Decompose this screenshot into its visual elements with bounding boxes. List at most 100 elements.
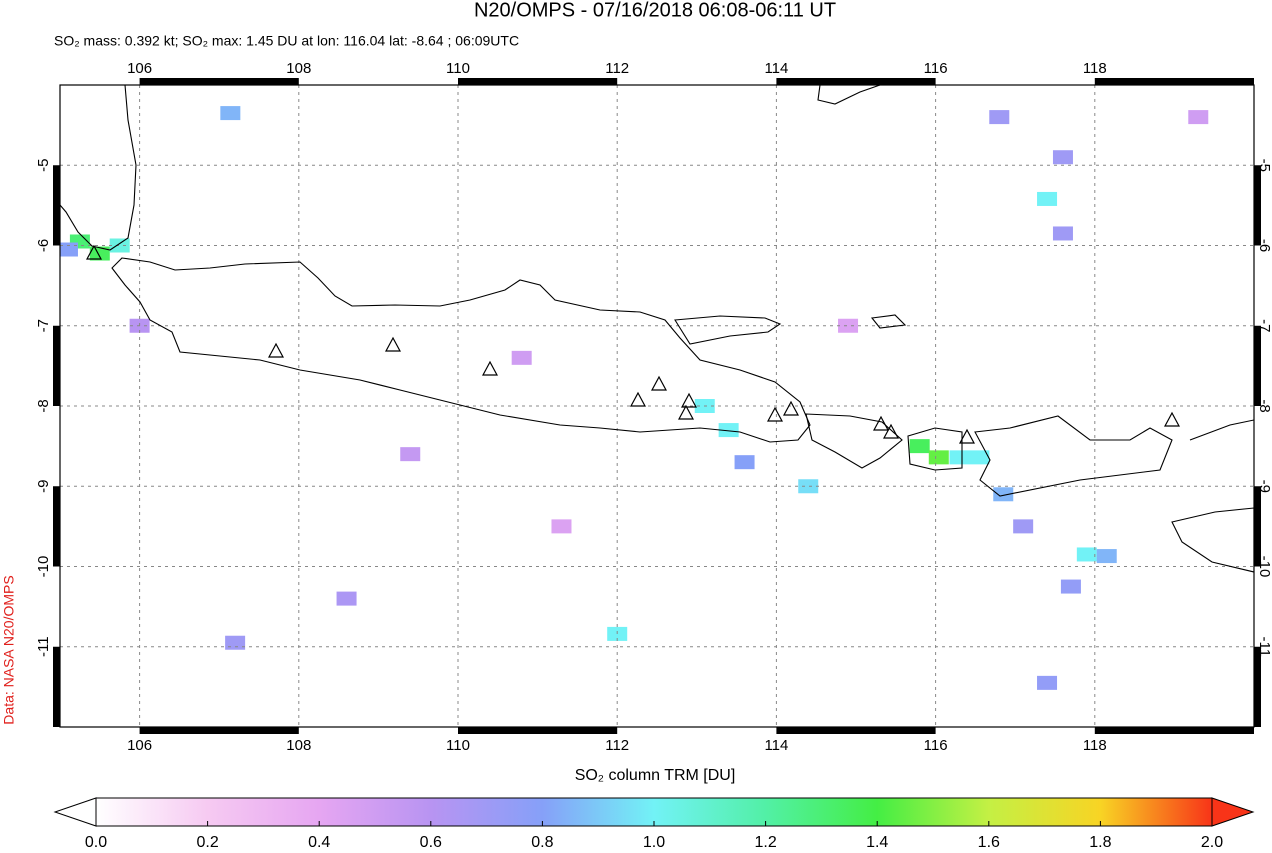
lat-tick-label: -8 [35, 399, 52, 412]
lat-tick-label: -11 [1256, 636, 1272, 657]
so2-pixel [336, 591, 357, 606]
so2-pixel [928, 450, 949, 465]
frame-bar [1254, 325, 1261, 406]
under-arrow [53, 797, 97, 827]
so2-pixel [225, 635, 246, 650]
sumbawa-coast [974, 415, 1173, 497]
so2-pixel [511, 350, 532, 365]
frame-bar [776, 78, 936, 85]
frame-bar [139, 78, 299, 85]
subtitle: SO₂ mass: 0.392 kt; SO₂ max: 1.45 DU at … [54, 33, 519, 49]
frame-bar [458, 727, 618, 734]
frame-bars [53, 78, 1261, 734]
sumatra-coast [60, 85, 137, 251]
frame-bar [53, 646, 60, 727]
colorbar-tick-label: 0.0 [85, 834, 107, 851]
frame-bar [1254, 486, 1261, 567]
lon-tick-label: 108 [286, 737, 311, 754]
credit: Data: NASA N20/OMPS [1, 575, 17, 724]
so2-pixel [1037, 675, 1058, 690]
colorbar-tick-label: 1.8 [1089, 834, 1111, 851]
so2-pixel [949, 450, 970, 465]
so2-pixel [1052, 226, 1073, 241]
lon-tick-label: 116 [924, 737, 948, 754]
so2-pixel [1060, 579, 1081, 594]
coastlines [60, 85, 1254, 573]
so2-pixel [1096, 549, 1117, 564]
frame-bar [776, 727, 936, 734]
colorbar-tick-label: 1.4 [866, 834, 888, 851]
lombok-coast [907, 427, 963, 471]
so2-pixel [993, 487, 1014, 502]
volcanoes [85, 244, 1181, 444]
lat-tick-label: -7 [1256, 319, 1272, 332]
lon-tick-label: 114 [764, 737, 788, 754]
so2-layer [60, 106, 1209, 690]
sumba-coast [1171, 507, 1254, 573]
so2-pixel [1076, 547, 1097, 562]
bali-coast [805, 413, 903, 469]
so2-pixel [909, 439, 930, 454]
colorbar-tick-label: 0.6 [420, 834, 442, 851]
frame-bar [1094, 727, 1254, 734]
so2-pixel [838, 318, 859, 333]
so2-pixel [969, 450, 990, 465]
so2-pixel [734, 455, 755, 470]
lon-tick-label: 108 [286, 60, 311, 77]
frame-bar [1254, 165, 1261, 246]
volcano [85, 244, 1181, 444]
lat-tick-label: -8 [1256, 399, 1272, 412]
so2-pixel [220, 106, 241, 121]
kalimantan-coast [817, 85, 881, 105]
flores-coast [1189, 419, 1254, 441]
tick-labels: 106 106 108 108 110 110 112 112 114 114 116 116 118 1… [35, 60, 1272, 754]
colorbar-label: SO₂ column TRM [DU] [575, 767, 736, 784]
lon-tick-label: 118 [1083, 737, 1107, 754]
so2-pixel [109, 238, 130, 253]
colorbar-tick-label: 1.6 [978, 834, 1000, 851]
frame-bar [53, 325, 60, 406]
so2-pixel [1013, 519, 1034, 534]
kangean-coast [870, 314, 907, 329]
lon-tick-label: 106 [127, 60, 152, 77]
so2-pixel [1052, 150, 1073, 165]
frame-bar [53, 486, 60, 567]
frame-bar [458, 78, 618, 85]
so2-pixel [1188, 110, 1209, 125]
lon-tick-label: 112 [605, 737, 629, 754]
frame-bar [1254, 646, 1261, 727]
colorbar-tick-label: 2.0 [1201, 834, 1223, 851]
lon-tick-label: 110 [446, 737, 470, 754]
lat-tick-label: -9 [35, 480, 52, 493]
lat-tick-label: -7 [35, 319, 52, 332]
lat-tick-label: -9 [1256, 480, 1272, 493]
so2-pixel [718, 423, 739, 438]
frame-bar [53, 165, 60, 246]
lon-tick-label: 112 [605, 60, 629, 77]
so2-pixel [400, 447, 421, 462]
lat-tick-label: -5 [35, 159, 52, 172]
lat-tick-label: -10 [1256, 556, 1272, 578]
title: N20/OMPS - 07/16/2018 06:08-06:11 UT [474, 0, 836, 21]
lon-tick-label: 118 [1083, 60, 1107, 77]
colorbar-tick-label: 1.2 [754, 834, 776, 851]
lon-tick-label: 106 [127, 737, 152, 754]
so2-pixel [1037, 191, 1058, 206]
lat-tick-label: -6 [35, 239, 52, 252]
lat-tick-label: -10 [35, 556, 52, 578]
so2-pixel [551, 519, 572, 534]
so2-pixel [89, 246, 110, 261]
colorbar-tick-label: 0.2 [196, 834, 218, 851]
java-coast [111, 257, 811, 443]
lat-tick-label: -5 [1256, 159, 1272, 172]
colorbar-tick-label: 0.4 [308, 834, 330, 851]
lat-tick-label: -11 [35, 636, 52, 657]
so2-pixel [798, 479, 819, 494]
colorbar-tick-label: 0.8 [531, 834, 553, 851]
colorbar-tick-label: 1.0 [643, 834, 665, 851]
lon-tick-label: 110 [446, 60, 470, 77]
lon-tick-label: 114 [764, 60, 788, 77]
colorbar: 0.0 0.2 0.4 0.6 0.8 1.0 1.2 1.4 1.6 1.8 2.0 [53, 797, 1255, 851]
frame-bar [139, 727, 299, 734]
